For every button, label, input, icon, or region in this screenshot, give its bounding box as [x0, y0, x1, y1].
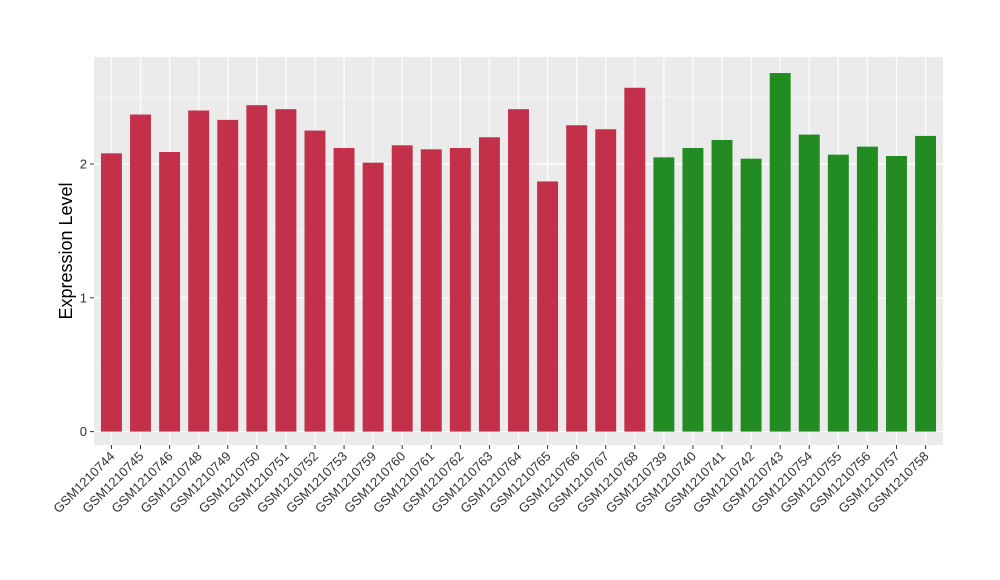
x-axis-ticks: GSM1210744GSM1210745GSM1210746GSM1210748… [50, 445, 932, 516]
bar [624, 87, 646, 432]
y-tick-label: 1 [80, 290, 87, 305]
bar [246, 105, 268, 432]
y-tick-label: 0 [80, 424, 87, 439]
bar [827, 154, 849, 432]
bar [886, 156, 907, 432]
bar [304, 130, 326, 432]
bar [653, 157, 675, 432]
bar [711, 139, 733, 432]
bar [478, 137, 500, 432]
bar [915, 135, 937, 432]
bars [100, 73, 937, 432]
bar [130, 114, 151, 432]
bar [740, 158, 762, 432]
bar [769, 73, 791, 432]
bar [682, 147, 704, 432]
bar [508, 109, 529, 432]
y-tick-label: 2 [80, 157, 87, 172]
bar [362, 162, 384, 432]
bar [100, 153, 122, 432]
bar [449, 147, 471, 432]
bar [333, 147, 355, 432]
bar [275, 109, 297, 432]
bar [217, 119, 239, 432]
bar [798, 134, 820, 432]
y-axis-ticks: 0 1 2 [80, 157, 94, 439]
bar [159, 151, 181, 432]
bar [566, 125, 588, 432]
bar [537, 181, 559, 432]
bar [391, 145, 413, 432]
y-axis-title: Expression Level [56, 182, 76, 319]
bar [595, 129, 617, 432]
bar [420, 149, 442, 432]
bar [188, 110, 210, 432]
bar [856, 146, 878, 432]
